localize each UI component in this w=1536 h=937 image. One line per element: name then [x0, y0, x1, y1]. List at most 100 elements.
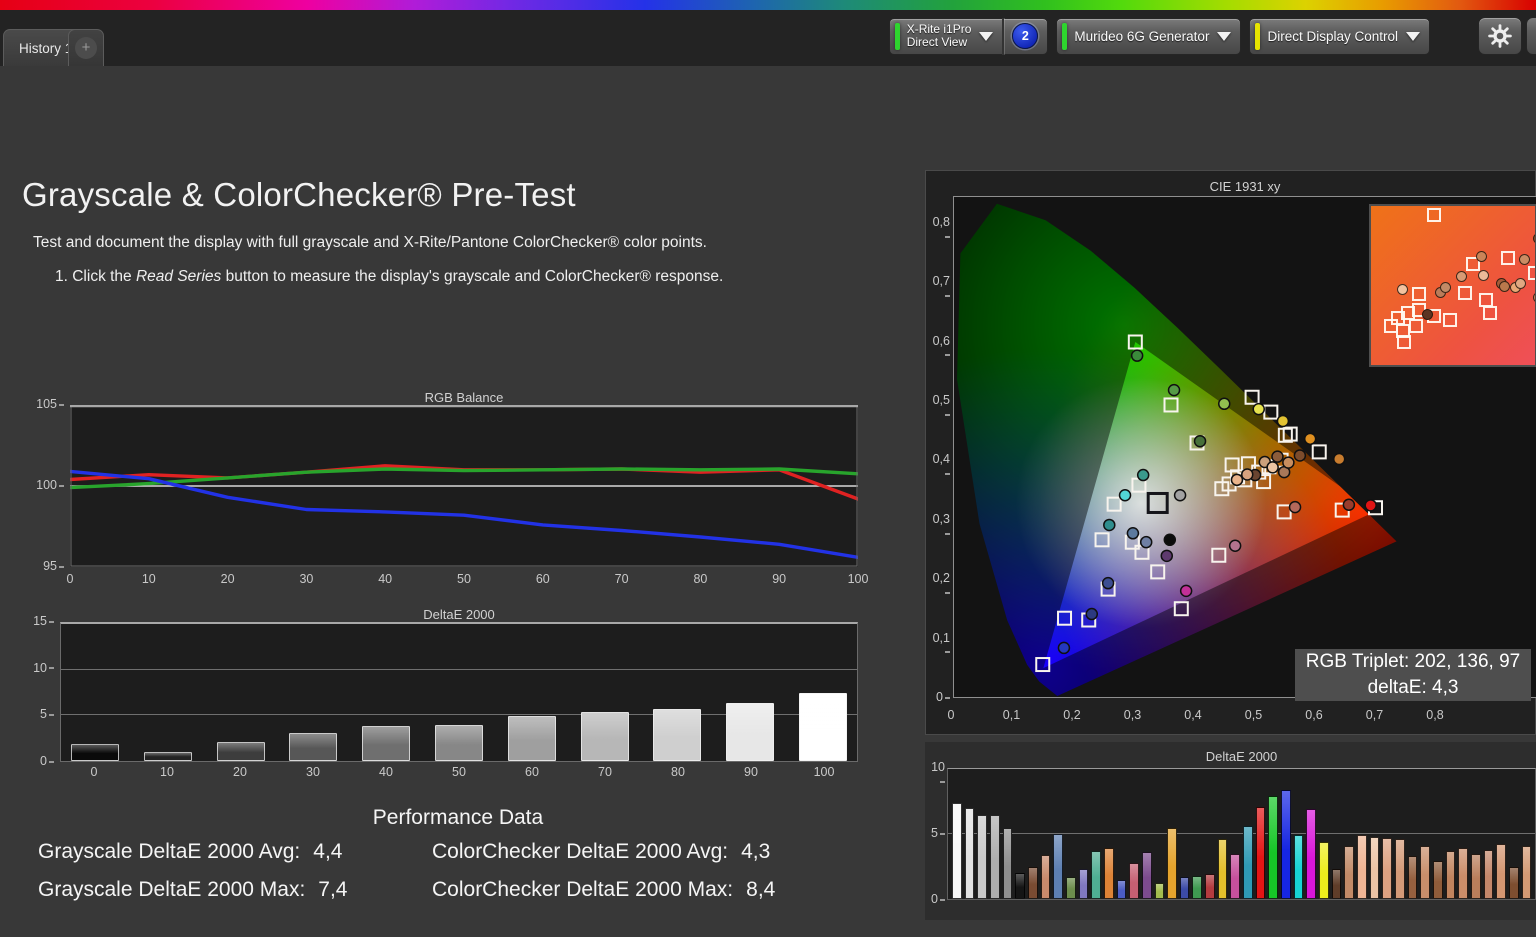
cie-measurement-dot[interactable] [1163, 533, 1177, 547]
grayscale-deltae-plot [60, 622, 858, 762]
inset-target-square [1443, 312, 1458, 327]
cie-chromaticity-plot[interactable] [953, 196, 1536, 698]
grayscale-deltae-bar [289, 732, 338, 761]
colorchecker-deltae-bar [1255, 806, 1266, 899]
cie-measurement-dot[interactable] [1332, 452, 1346, 466]
cie-measurement-dot[interactable] [1167, 383, 1181, 397]
colorchecker-deltae-panel: DeltaE 2000 10 5 0 [925, 742, 1536, 920]
cie-target-square [1035, 657, 1051, 673]
cie-target-square [1282, 426, 1298, 442]
cie-measurement-dot[interactable] [1282, 456, 1295, 469]
cie-measurement-dot[interactable] [1218, 397, 1231, 411]
colorchecker-deltae-bar [1470, 853, 1481, 899]
colorchecker-deltae-bar [1394, 839, 1405, 899]
meter-status-indicator [894, 22, 900, 50]
cie-measurement-dot[interactable] [1130, 349, 1144, 362]
add-tab-button[interactable]: + [68, 29, 104, 66]
colorchecker-deltae-title: DeltaE 2000 [1205, 749, 1278, 764]
colorchecker-deltae-bar [1319, 841, 1329, 899]
inset-measurement-dot [1456, 271, 1468, 283]
cie-measurement-dot[interactable] [1118, 489, 1132, 502]
chevron-down-icon [1406, 31, 1420, 41]
grayscale-deltae-bar [507, 716, 556, 761]
cie-measurement-dot[interactable] [1173, 489, 1187, 502]
x-tick-label: 30 [306, 765, 320, 779]
colorchecker-deltae-bar [1432, 861, 1443, 899]
cie-measurement-dot[interactable] [1193, 434, 1207, 448]
cie-measurement-dot[interactable] [1101, 576, 1115, 590]
cie-target-square [1276, 504, 1292, 520]
x-tick-label: 90 [744, 765, 758, 779]
colorchecker-deltae-bar [1344, 845, 1354, 899]
colorchecker-deltae-bar [1293, 835, 1304, 899]
cie-measurement-dot[interactable] [1136, 468, 1150, 482]
cie-measurement-dot[interactable] [1271, 450, 1284, 463]
selected-point-tooltip: RGB Triplet: 202, 136, 97 deltaE: 4,3 [1295, 649, 1531, 701]
cie-measurement-dot[interactable] [1139, 535, 1153, 549]
colorchecker-deltae-bar [1129, 862, 1139, 899]
colorchecker-deltae-bar [1002, 827, 1013, 899]
settings-button[interactable] [1478, 17, 1522, 55]
colorchecker-deltae-bar [1040, 854, 1051, 899]
meter-dropdown[interactable]: X-Rite i1Pro Direct View 2 [888, 17, 1049, 55]
inset-measurement-dot [1518, 253, 1530, 265]
x-tick-label: 100 [813, 765, 835, 779]
colorchecker-deltae-bar [1103, 848, 1114, 899]
colorchecker-deltae-plot [947, 768, 1536, 900]
colorchecker-deltae-bar [1217, 839, 1228, 899]
display-control-status-indicator [1255, 22, 1261, 50]
cie-measurement-dot[interactable] [1228, 539, 1242, 552]
cie-measurement-dot[interactable] [1252, 402, 1265, 416]
colorchecker-deltae-bar [977, 814, 987, 899]
display-control-dropdown[interactable]: Direct Display Control [1249, 17, 1430, 55]
grayscale-deltae-bar [434, 725, 483, 761]
colorchecker-deltae-bar [1154, 883, 1165, 899]
cie-measurement-dot[interactable] [1288, 500, 1302, 514]
cie-target-square [1163, 397, 1179, 413]
colorchecker-deltae-bar [1382, 837, 1392, 899]
deltae-readout: deltaE: 4,3 [1367, 677, 1459, 698]
cie-measurement-dot[interactable] [1364, 499, 1377, 512]
device-toolbar: X-Rite i1Pro Direct View 2 Murideo 6G Ge… [881, 17, 1536, 55]
colorchecker-deltae-bar [1065, 876, 1076, 899]
cie-whitepoint-square [1146, 491, 1169, 514]
meter-mode: Direct View [906, 35, 968, 49]
colorchecker-deltae-bar [952, 802, 962, 899]
colorchecker-deltae-bar [1508, 866, 1519, 899]
colorchecker-deltae-bar [1179, 876, 1190, 899]
performance-heading: Performance Data [372, 806, 544, 829]
page-title: Grayscale & ColorChecker® Pre-Test [22, 176, 576, 213]
cie-measurement-dot[interactable] [1126, 527, 1140, 540]
clipped-toolbar-button[interactable] [1526, 17, 1536, 55]
generator-status-indicator [1062, 22, 1068, 50]
cie-measurement-dot[interactable] [1276, 414, 1290, 428]
cie-measurement-dot[interactable] [1293, 449, 1307, 462]
generator-name: Murideo 6G Generator [1074, 28, 1210, 44]
cie-measurement-dot[interactable] [1057, 641, 1071, 655]
grayscale-deltae-title: DeltaE 2000 [423, 607, 495, 622]
cie-measurement-dot[interactable] [1179, 584, 1193, 598]
inset-target-square [1528, 266, 1535, 281]
cie-measurement-dot[interactable] [1230, 473, 1244, 487]
x-tick-label: 80 [671, 765, 685, 779]
cie-measurement-dot[interactable] [1303, 432, 1317, 446]
generator-dropdown[interactable]: Murideo 6G Generator [1056, 17, 1242, 55]
cie-measurement-dot[interactable] [1342, 498, 1356, 512]
cie-target-square [1106, 496, 1122, 512]
colorchecker-deltae-bar [1369, 836, 1380, 899]
read-series-reference: Read Series [135, 268, 222, 285]
cie-target-square [1211, 547, 1227, 563]
cie-measurement-dot[interactable] [1160, 549, 1174, 563]
inset-target-square [1426, 207, 1441, 222]
cie-target-square [1256, 474, 1272, 490]
cie-measurement-dot[interactable] [1240, 468, 1254, 481]
inset-measurement-dot [1475, 250, 1487, 262]
inset-measurement-dot [1515, 277, 1527, 289]
cie-measurement-dot[interactable] [1266, 461, 1279, 474]
cie-measurement-dot[interactable] [1103, 518, 1116, 532]
meter-name: X-Rite i1Pro [906, 21, 972, 36]
grayscale-deltae-bar [798, 693, 847, 761]
meter-count-badge[interactable]: 2 [1012, 23, 1039, 49]
cie-measurement-dot[interactable] [1085, 607, 1099, 621]
grayscale-avg-value: 4,4 [313, 840, 343, 863]
